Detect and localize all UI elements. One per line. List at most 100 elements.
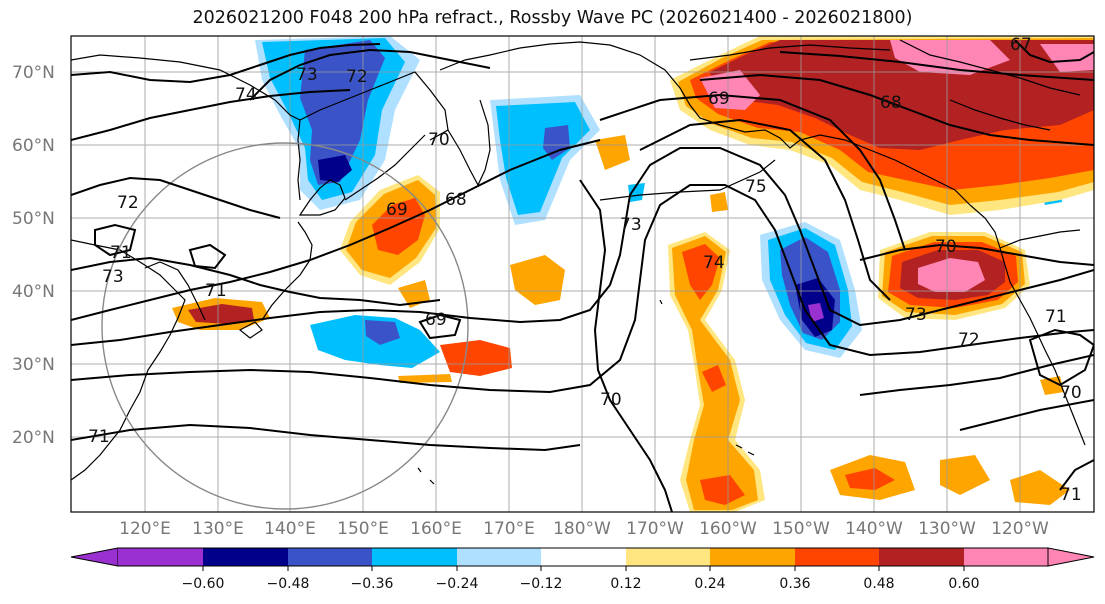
colorbar-tick: 0.36 (779, 576, 810, 592)
coastlines (71, 39, 1086, 485)
great-circle (101, 142, 469, 510)
shade-darkred (710, 40, 1094, 150)
contour-label: 73 (296, 65, 318, 85)
lon-label: 140°E (264, 519, 316, 539)
shade-blue-dark (365, 320, 400, 345)
contour-label: 71 (110, 243, 132, 263)
map-title: 2026021200 F048 200 hPa refract., Rossby… (192, 8, 913, 28)
shade-orange (510, 255, 565, 305)
shade-redorange (702, 365, 726, 392)
contour-label: 72 (117, 193, 139, 213)
graticule (71, 36, 1094, 512)
contour-label: 71 (1045, 307, 1067, 327)
contour-label: 71 (205, 281, 227, 301)
shading-layer (172, 36, 1094, 512)
contour-label: 68 (880, 93, 902, 113)
contour-label: 69 (386, 200, 408, 220)
contour-label: 72 (346, 67, 368, 87)
colorbar-bin (964, 548, 1048, 566)
lon-label: 170°W (626, 519, 684, 539)
lon-label: 150°W (772, 519, 830, 539)
latitude-labels: 70°N 60°N 50°N 40°N 30°N 20°N (12, 63, 55, 448)
colorbar-under-arrow (70, 547, 119, 567)
lat-label: 20°N (12, 428, 55, 448)
contour-label: 74 (235, 85, 257, 105)
shade-orange (398, 374, 452, 383)
shade-orange (398, 280, 430, 308)
shade-navy (318, 155, 352, 182)
colorbar-over-arrow (1047, 547, 1095, 567)
lat-label: 70°N (12, 63, 55, 83)
colorbar-tick: −0.48 (267, 576, 310, 592)
shade-orange (940, 455, 990, 495)
shade-orange (1010, 470, 1070, 505)
lon-label: 160°W (699, 519, 757, 539)
lon-label: 150°E (337, 519, 389, 539)
contour-label: 74 (703, 253, 725, 273)
shade-pink (1040, 44, 1094, 72)
shade-pink (890, 40, 1010, 75)
colorbar-outline (118, 547, 1048, 567)
colorbar: −0.60 −0.48 −0.36 −0.24 −0.12 0.12 0.24 … (70, 547, 1095, 592)
contour-label: 70 (600, 390, 622, 410)
colorbar-bin (626, 548, 710, 566)
contour-label: 68 (445, 190, 467, 210)
contour-label: 67 (1010, 35, 1032, 55)
contours (71, 39, 1094, 512)
contour-label: 75 (745, 177, 767, 197)
shade-redorange (845, 468, 895, 490)
colorbar-bin (710, 548, 795, 566)
shade-blue-dark (543, 125, 570, 160)
contour-label: 70 (1060, 383, 1082, 403)
colorbar-bin (795, 548, 879, 566)
lat-label: 30°N (12, 355, 55, 375)
lon-label: 170°E (483, 519, 535, 539)
contour-label: 72 (958, 330, 980, 350)
plot-frame (70, 35, 1095, 513)
shade-blue (628, 183, 645, 202)
lat-label: 60°N (12, 136, 55, 156)
colorbar-tick: −0.60 (182, 576, 225, 592)
shade-redorange (440, 340, 512, 376)
shade-orange (595, 135, 630, 170)
shade-pink (700, 70, 760, 110)
colorbar-tick: 0.24 (694, 576, 725, 592)
colorbar-tick: 0.60 (948, 576, 979, 592)
contour-label: 69 (708, 89, 730, 109)
lat-label: 40°N (12, 282, 55, 302)
colorbar-bin (288, 548, 372, 566)
contour-label: 73 (102, 267, 124, 287)
lon-label: 140°W (845, 519, 903, 539)
lon-label: 180°W (553, 519, 611, 539)
colorbar-bin (372, 548, 457, 566)
shade-purple (808, 303, 824, 322)
colorbar-bin (457, 548, 541, 566)
shade-redorange (372, 198, 425, 255)
lon-label: 120°W (991, 519, 1049, 539)
colorbar-tick: 0.48 (863, 576, 894, 592)
contour-labels: 74 73 72 70 68 69 72 71 73 71 69 73 74 7… (88, 35, 1082, 505)
lon-label: 160°E (410, 519, 462, 539)
lon-label: 120°E (119, 519, 171, 539)
shade-redorange (700, 475, 745, 505)
longitude-labels: 120°E 130°E 140°E 150°E 160°E 170°E 180°… (119, 519, 1049, 539)
lon-label: 130°W (918, 519, 976, 539)
shade-orange (710, 192, 728, 212)
contour-label: 70 (428, 130, 450, 150)
colorbar-tick: −0.24 (436, 576, 479, 592)
contour-label: 71 (88, 427, 110, 447)
colorbar-tick: −0.12 (520, 576, 563, 592)
contour-label: 71 (1060, 485, 1082, 505)
colorbar-tick: 0.12 (610, 576, 641, 592)
colorbar-bin (118, 548, 203, 566)
shade-blue-dark (300, 40, 385, 185)
contour-label: 69 (425, 310, 447, 330)
contour-label: 73 (905, 305, 927, 325)
shade-orange (1040, 376, 1064, 395)
colorbar-tick: −0.36 (351, 576, 394, 592)
contour-label: 70 (935, 237, 957, 257)
lat-label: 50°N (12, 209, 55, 229)
colorbar-bin (203, 548, 288, 566)
shade-pink (918, 258, 985, 292)
